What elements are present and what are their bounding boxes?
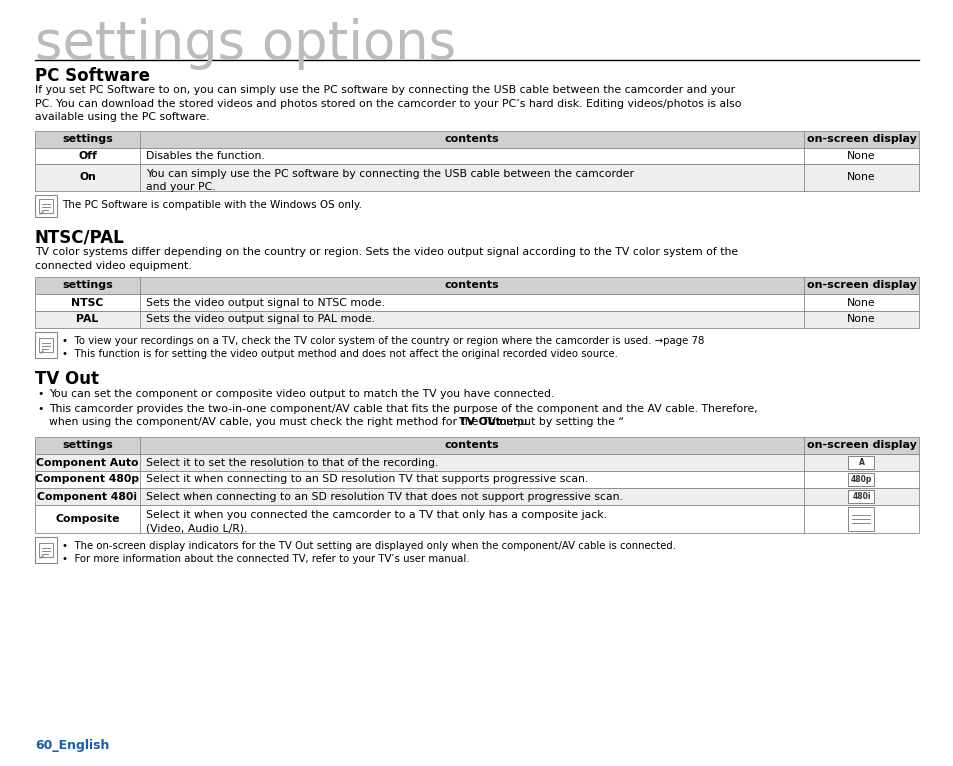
Text: Component Auto: Component Auto xyxy=(36,457,138,467)
Bar xyxy=(847,507,874,531)
Text: •  The on-screen display indicators for the TV Out setting are displayed only wh: • The on-screen display indicators for t… xyxy=(62,541,676,551)
Text: Component 480i: Component 480i xyxy=(37,492,137,502)
Text: On: On xyxy=(79,172,96,182)
Bar xyxy=(35,195,57,217)
Bar xyxy=(35,437,918,454)
Bar xyxy=(847,456,874,469)
Text: settings: settings xyxy=(62,440,112,450)
Text: Sets the video output signal to PAL mode.: Sets the video output signal to PAL mode… xyxy=(146,315,375,325)
Bar xyxy=(35,454,918,471)
Text: on-screen display: on-screen display xyxy=(805,280,916,290)
Bar xyxy=(35,488,918,505)
Text: TV Out: TV Out xyxy=(458,417,499,427)
Text: None: None xyxy=(846,315,875,325)
Text: on-screen display: on-screen display xyxy=(805,440,916,450)
Bar xyxy=(35,537,57,563)
Text: Select when connecting to an SD resolution TV that does not support progressive : Select when connecting to an SD resoluti… xyxy=(146,492,622,502)
Text: Component 480p: Component 480p xyxy=(35,474,139,485)
Text: You can set the component or composite video output to match the TV you have con: You can set the component or composite v… xyxy=(49,389,554,399)
Text: settings: settings xyxy=(62,280,112,290)
Bar xyxy=(35,131,918,148)
Text: contents: contents xyxy=(444,135,498,145)
Text: None: None xyxy=(846,172,875,182)
Bar xyxy=(39,199,53,213)
Bar xyxy=(35,164,918,191)
Text: Select it to set the resolution to that of the recording.: Select it to set the resolution to that … xyxy=(146,457,438,467)
Bar xyxy=(847,490,874,503)
Text: •: • xyxy=(37,404,43,414)
Text: TV color systems differ depending on the country or region. Sets the video outpu: TV color systems differ depending on the… xyxy=(35,247,738,270)
Text: This camcorder provides the two-in-one component/AV cable that fits the purpose : This camcorder provides the two-in-one c… xyxy=(49,404,757,414)
Bar xyxy=(35,505,918,533)
Text: Disables the function.: Disables the function. xyxy=(146,151,265,161)
Text: You can simply use the PC software by connecting the USB cable between the camco: You can simply use the PC software by co… xyxy=(146,169,634,192)
Text: •  To view your recordings on a TV, check the TV color system of the country or : • To view your recordings on a TV, check… xyxy=(62,336,703,346)
Text: If you set PC Software to on, you can simply use the PC software by connecting t: If you set PC Software to on, you can si… xyxy=(35,85,740,123)
Text: •  This function is for setting the video output method and does not affect the : • This function is for setting the video… xyxy=(62,349,618,359)
Bar xyxy=(35,471,918,488)
Bar xyxy=(39,338,53,352)
Text: The PC Software is compatible with the Windows OS only.: The PC Software is compatible with the W… xyxy=(62,200,361,210)
Text: •: • xyxy=(37,389,43,399)
Bar xyxy=(35,277,918,294)
Text: Composite: Composite xyxy=(55,514,120,524)
Text: Select it when you connected the camcorder to a TV that only has a composite jac: Select it when you connected the camcord… xyxy=(146,510,606,533)
Text: 480p: 480p xyxy=(850,475,871,484)
Text: •  For more information about the connected TV, refer to your TV’s user manual.: • For more information about the connect… xyxy=(62,554,469,564)
Text: contents: contents xyxy=(444,440,498,450)
Text: when using the component/AV cable, you must check the right method for the TV ou: when using the component/AV cable, you m… xyxy=(49,417,623,427)
Text: NTSC/PAL: NTSC/PAL xyxy=(35,229,125,247)
Bar xyxy=(847,473,874,486)
Text: 60_English: 60_English xyxy=(35,739,110,752)
Text: PC Software: PC Software xyxy=(35,67,150,85)
Text: A: A xyxy=(858,458,863,467)
Text: Off: Off xyxy=(78,151,97,161)
Text: None: None xyxy=(846,297,875,307)
Text: Select it when connecting to an SD resolution TV that supports progressive scan.: Select it when connecting to an SD resol… xyxy=(146,474,588,485)
Text: NTSC: NTSC xyxy=(71,297,104,307)
Text: 480i: 480i xyxy=(851,492,870,501)
Text: settings options: settings options xyxy=(35,18,456,70)
Text: ” menu.: ” menu. xyxy=(486,417,530,427)
Text: TV Out: TV Out xyxy=(35,370,99,388)
Bar xyxy=(35,294,918,311)
Text: on-screen display: on-screen display xyxy=(805,135,916,145)
Text: contents: contents xyxy=(444,280,498,290)
Bar xyxy=(39,543,53,557)
Bar xyxy=(35,311,918,328)
Bar xyxy=(35,148,918,164)
Text: PAL: PAL xyxy=(76,315,98,325)
Text: settings: settings xyxy=(62,135,112,145)
Bar xyxy=(35,332,57,358)
Text: Sets the video output signal to NTSC mode.: Sets the video output signal to NTSC mod… xyxy=(146,297,384,307)
Text: None: None xyxy=(846,151,875,161)
